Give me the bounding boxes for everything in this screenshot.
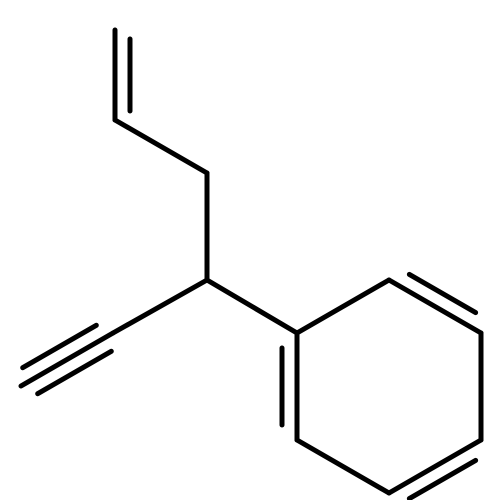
bond-line [113,280,207,333]
bond-line [207,280,297,333]
bond-line [409,460,475,498]
bond-line [297,440,389,493]
molecule-diagram [0,0,500,500]
bond-line [115,120,207,173]
bond-line [409,274,475,312]
bond-line [297,280,389,333]
